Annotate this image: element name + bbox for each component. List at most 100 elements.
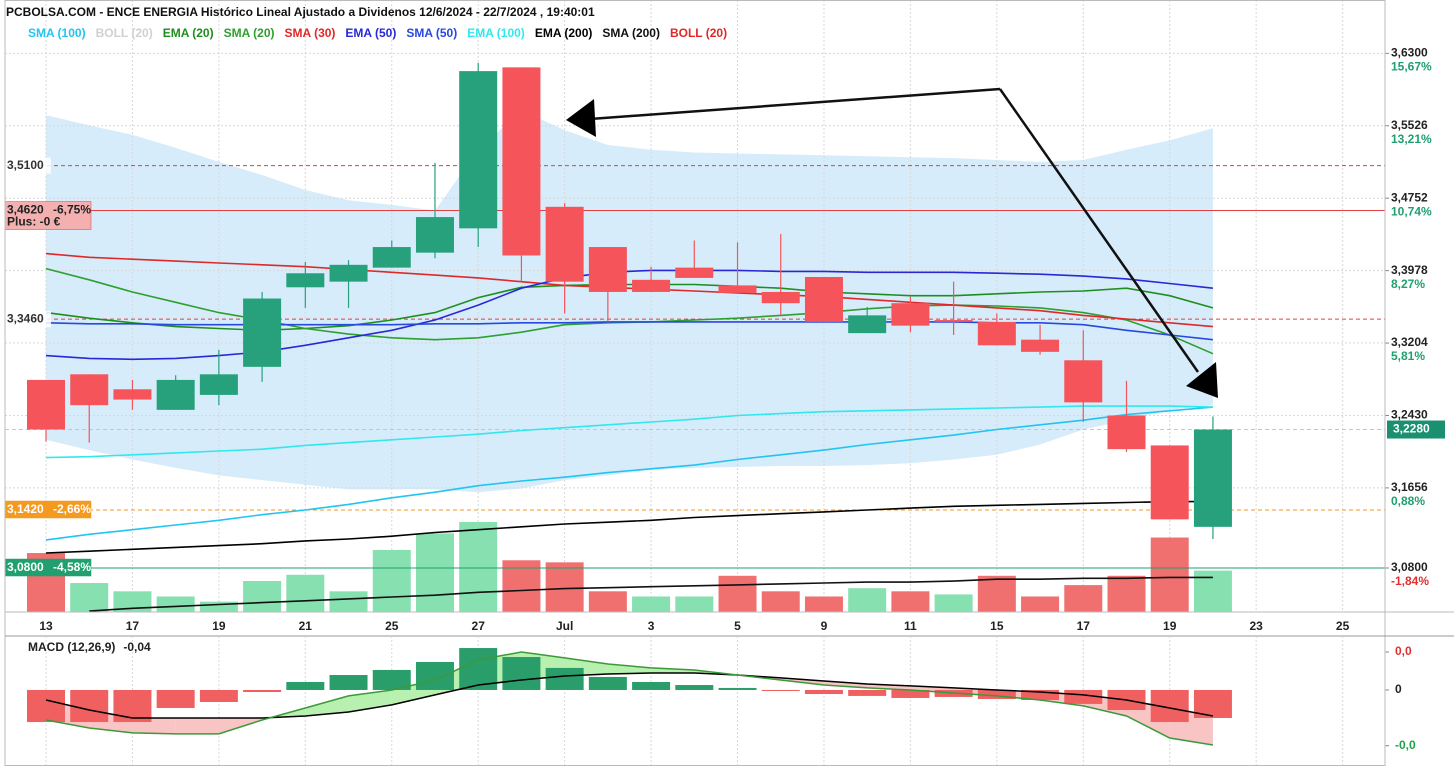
level-change: -2,66% [53,502,91,516]
candle-body [1064,360,1103,403]
level-label: 3,0800 [7,560,44,574]
legend-entry: EMA (100) [467,26,525,40]
bollinger-band [46,110,1213,493]
macd-histogram-bar [286,681,325,690]
x-tick-label: 19 [1163,619,1177,633]
x-tick-label: Jul [556,619,573,633]
macd-fill [305,695,349,716]
y2-tick-label: 5,81% [1391,349,1425,363]
chart-title: PCBOLSA.COM - ENCE ENERGIA Histórico Lin… [6,5,595,19]
macd-histogram-bar [1021,689,1060,700]
x-tick-label: 9 [821,619,828,633]
volume-bar [977,575,1016,612]
legend-entry: BOLL (20) [96,26,153,40]
legend-entry: SMA (20) [224,26,275,40]
volume-bar [286,574,325,612]
volume-bar [632,596,671,612]
volume-bar [588,591,627,612]
x-tick-label: 3 [648,619,655,633]
y2-tick-label: 0,88% [1391,494,1425,508]
indicator-line [45,405,1213,459]
indicator-line [45,321,1213,341]
volume-bar [502,560,541,612]
legend: SMA (100) BOLL (20) EMA (20) SMA (20) SMA (3… [28,26,727,40]
candle-body [415,217,454,253]
candle-body [891,303,930,326]
candle-body [113,389,152,400]
arrow-head [1186,362,1218,398]
macd-histogram-bar [848,689,887,696]
x-tick-label: 23 [1249,619,1263,633]
current-price-box [1387,420,1445,439]
volume-bar [459,522,498,612]
price-panel [5,0,1385,612]
candle-body [804,276,843,322]
x-tick-label: 25 [1336,619,1350,633]
arrow-line [589,87,1200,373]
candle-body [1021,339,1060,352]
candle-body [632,279,671,292]
macd-histogram-bar [718,687,757,690]
x-tick-label: 17 [126,619,140,633]
candle-body [156,379,195,410]
macd-fill [175,718,219,734]
macd-histogram-bar [70,689,109,723]
y2-tick-label: 10,74% [1391,204,1432,218]
legend-entry: EMA (50) [345,26,396,40]
annotation-arrow [566,87,1218,398]
y-tick-label: 3,1656 [1391,480,1428,494]
x-tick-label: 11 [904,619,917,633]
volume-bar [70,583,109,612]
x-tick-label: 25 [385,619,399,633]
x-tick-label: 27 [472,619,486,633]
candle-body [70,374,109,406]
level-label: 3,3460 [7,311,44,325]
macd-histogram-bar [1064,689,1103,704]
current-price-label: 3,2280 [1393,422,1430,436]
volume-bar [199,601,238,612]
macd-histogram-bar [199,689,238,703]
level-label: 3,4620 [7,203,44,217]
y-tick-label: 3,3978 [1391,263,1428,277]
candle-body [459,71,498,229]
volume-bar [804,596,843,612]
y-tick-label: 3,6300 [1391,46,1428,60]
macd-histogram-bar [113,689,152,723]
macd-panel [27,637,1344,765]
macd-histogram-bar [761,689,800,691]
y2-tick-label: 15,67% [1391,60,1432,74]
volume-bar [1021,596,1060,612]
candle-body [934,320,973,322]
x-tick-label: 21 [299,619,313,633]
candle-body [848,315,887,334]
volume-bar [718,575,757,612]
indicator-line [45,269,1213,361]
level-note: Plus: -0 € [7,215,61,229]
volume-bar [891,591,930,612]
macd-histogram-bar [329,675,368,690]
volume-bar [156,596,195,612]
macd-histogram-bar [545,667,584,690]
indicator-line [45,406,1213,541]
macd-histogram-bar [502,657,541,690]
legend-entry: EMA (200) [535,26,593,40]
macd-histogram-bar [27,689,65,723]
volume-bar [675,596,714,612]
legend-entry: SMA (100) [28,26,86,40]
macd-histogram-bar [977,689,1016,699]
candle-body [243,298,282,367]
macd-histogram-bar [372,669,411,690]
volume-bar [1107,575,1146,612]
y-tick-label: 3,3204 [1391,335,1428,349]
candle-body [588,247,627,292]
candle-body [718,285,757,293]
legend-entry: SMA (30) [285,26,336,40]
x-tick-label: 13 [39,619,53,633]
macd-line [45,651,1214,746]
overlay: 3,6300 3,5526 3,4752 3,3978 3,3204 3,2430 3,16… [4,46,1445,752]
indicator-line [89,576,1213,612]
candle-body [977,321,1016,346]
candle-body [1107,415,1146,450]
